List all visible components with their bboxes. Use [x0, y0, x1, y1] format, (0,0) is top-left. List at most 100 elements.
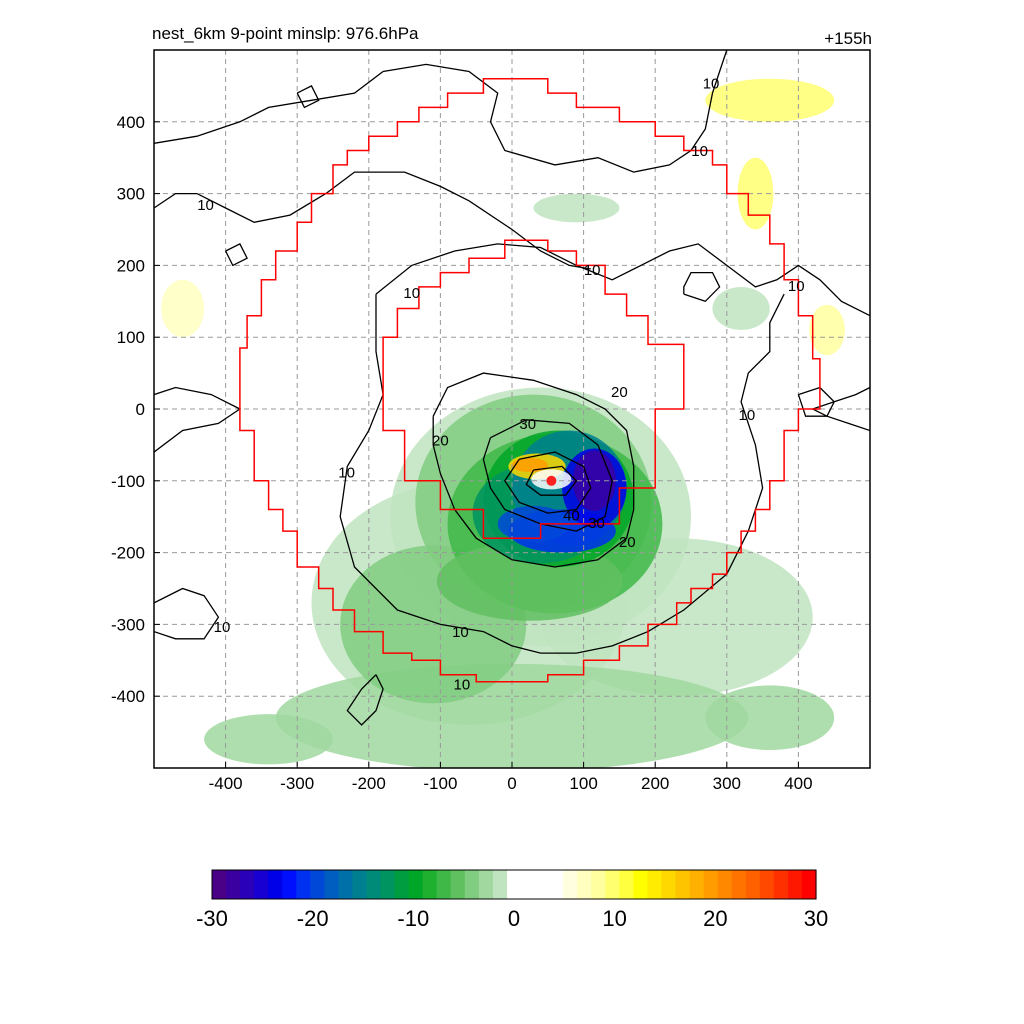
- colorbar-tick-label: 0: [508, 906, 520, 931]
- contour-line-10: [296, 85, 320, 109]
- colorbar-swatch: [577, 870, 592, 899]
- shading-patch: [705, 685, 835, 751]
- colorbar-swatch: [647, 870, 663, 899]
- colorbar-swatch: [408, 870, 424, 899]
- contour-label: 20: [611, 384, 628, 401]
- contour-line-10: [154, 171, 591, 270]
- colorbar-swatch: [436, 870, 452, 899]
- colorbar-swatch: [268, 870, 283, 899]
- colorbar-swatch: [731, 870, 747, 899]
- shading-layer: [161, 78, 845, 768]
- contour-line-10: [225, 243, 248, 267]
- colorbar-swatch: [773, 870, 789, 899]
- colorbar-swatch: [801, 870, 817, 899]
- x-axis: -400 -300 -200 -100 0 100 200 300 400: [209, 762, 813, 793]
- contour-label: 10: [452, 624, 469, 641]
- shading-patch: [161, 279, 205, 338]
- colorbar-swatch: [310, 870, 325, 899]
- colorbar-swatch: [703, 870, 719, 899]
- contour-line-40: [504, 451, 592, 514]
- contour-label: 40: [563, 508, 580, 525]
- colorbar-swatch: [226, 870, 241, 899]
- contour-label: 10: [214, 619, 231, 636]
- x-tick-label: -300: [280, 774, 314, 793]
- contour-line-10: [154, 587, 220, 640]
- colorbar-frame: [211, 869, 817, 900]
- shading-patch: [809, 304, 845, 356]
- contour-line-10: [346, 674, 384, 726]
- colorbar: -30 -20 -10 0 10 20 30: [196, 869, 828, 931]
- contour-label: 10: [788, 278, 805, 295]
- colorbar-tick-label: -20: [297, 906, 329, 931]
- shading-patch: [497, 505, 570, 542]
- colorbar-swatch: [675, 870, 691, 899]
- y-tick-label: -400: [111, 687, 145, 706]
- y-axis: 400 300 200 100 0 -100 -200 -300 -400: [111, 113, 160, 706]
- contour-line-10: [375, 243, 870, 317]
- x-tick-label: 300: [713, 774, 741, 793]
- colorbar-swatch: [492, 870, 508, 899]
- forecast-hour-label: +155h: [824, 29, 872, 48]
- colorbar-tick-label: -10: [397, 906, 429, 931]
- contour-label-layer: 10 10 10 10 10 10 10 10 10 10 10 20 20 20 30 30 40: [197, 75, 804, 693]
- colorbar-swatch: [591, 870, 606, 899]
- x-tick-label: 200: [641, 774, 669, 793]
- colorbar-swatch: [689, 870, 705, 899]
- colorbar-swatch: [661, 870, 677, 899]
- contour-label: 30: [588, 515, 605, 532]
- x-tick-label: 0: [507, 774, 516, 793]
- y-tick-label: -100: [111, 472, 145, 491]
- colorbar-swatch: [787, 870, 803, 899]
- contour-line-10: [339, 294, 484, 633]
- storm-center-layer: [546, 475, 557, 486]
- colorbar-swatch: [380, 870, 396, 899]
- x-tick-label: 100: [569, 774, 597, 793]
- plot-area: 10 10 10 10 10 10 10 10 10 10 10 20 20 20 30 30 40: [154, 50, 870, 768]
- colorbar-swatch: [450, 870, 466, 899]
- contour-label: 20: [619, 534, 636, 551]
- shading-patch: [204, 714, 333, 765]
- contour-label: 10: [691, 143, 708, 160]
- storm-center-marker: [546, 475, 557, 486]
- colorbar-swatch: [759, 870, 775, 899]
- colorbar-swatch: [464, 870, 480, 899]
- colorbar-swatch: [352, 870, 368, 899]
- contour-line-40: [525, 465, 578, 496]
- contour-line-10: [797, 386, 835, 417]
- grid-lines: [154, 50, 870, 768]
- colorbar-tick-label: 10: [602, 906, 626, 931]
- colorbar-swatch: [422, 870, 438, 899]
- y-tick-label: 0: [136, 400, 145, 419]
- colorbar-tick-label: -30: [196, 906, 228, 931]
- contour-line-10: [683, 271, 721, 303]
- colorbar-swatch: [506, 870, 522, 899]
- colorbar-tick-label: 20: [703, 906, 727, 931]
- chart-title: nest_6km 9-point minslp: 976.6hPa: [152, 24, 419, 43]
- shading-patch: [737, 157, 774, 230]
- colorbar-swatch: [563, 870, 578, 899]
- colorbar-swatch: [394, 870, 410, 899]
- contour-label: 10: [454, 676, 471, 693]
- colorbar-swatch: [745, 870, 761, 899]
- y-tick-label: 300: [117, 185, 145, 204]
- contour-label: 20: [432, 432, 449, 449]
- colorbar-swatch: [521, 870, 536, 899]
- colorbar-swatch: [535, 870, 550, 899]
- colorbar-tick-label: 30: [804, 906, 828, 931]
- nest-boundary-layer: [239, 77, 821, 683]
- contour-line-10: [154, 50, 728, 173]
- nest-boundary-inner: [382, 239, 685, 539]
- shading-patch: [705, 78, 835, 122]
- x-tick-label: -200: [352, 774, 386, 793]
- colorbar-swatch: [338, 870, 354, 899]
- contour-label: 10: [338, 465, 355, 482]
- shading-patch: [512, 457, 548, 473]
- y-tick-label: -300: [111, 615, 145, 634]
- colorbar-swatch: [605, 870, 620, 899]
- contour-label: 10: [584, 262, 601, 279]
- colorbar-swatch: [240, 870, 255, 899]
- colorbar-swatch: [282, 870, 297, 899]
- colorbar-swatch: [324, 870, 340, 899]
- shading-patch: [712, 286, 770, 331]
- colorbar-swatch: [717, 870, 733, 899]
